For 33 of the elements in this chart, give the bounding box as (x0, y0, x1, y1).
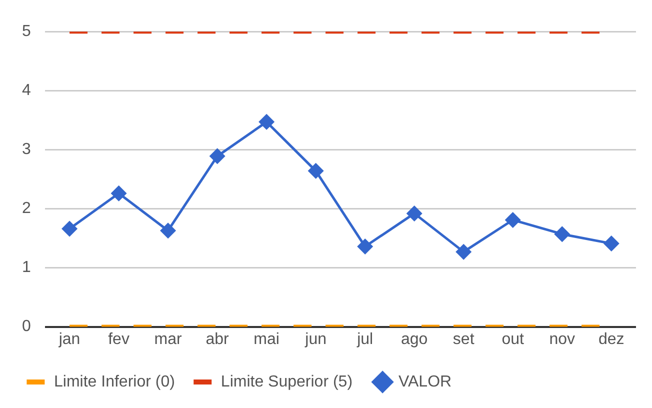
x-tick-label: ago (400, 330, 428, 348)
point (258, 114, 275, 130)
x-tick-label: mar (154, 330, 182, 348)
point (209, 148, 226, 164)
x-tick-label: dez (598, 330, 624, 348)
point (603, 236, 620, 252)
point (110, 185, 127, 202)
x-tick-label: nov (549, 330, 576, 348)
point (62, 220, 78, 237)
y-tick-label: 5 (22, 23, 31, 40)
x-tick-label: fev (108, 330, 130, 348)
point (406, 205, 422, 222)
x-tick-label: abr (206, 330, 230, 348)
x-tick-label: jun (304, 330, 326, 348)
y-tick-label: 4 (22, 82, 31, 100)
legend-label: VALOR (398, 373, 452, 390)
x-tick-label: out (502, 330, 525, 348)
point (504, 212, 521, 228)
point (554, 226, 570, 242)
point (308, 162, 324, 179)
point (357, 238, 374, 255)
x-tick-label: jul (356, 330, 374, 348)
x-tick-label: set (452, 330, 475, 348)
legend-label: Limite Superior (5) (220, 373, 353, 390)
point (456, 244, 472, 260)
point (160, 222, 176, 239)
y-tick-label: 3 (22, 141, 31, 158)
y-tick-label: 0 (22, 318, 31, 336)
x-tick-label: jan (58, 330, 80, 348)
y-tick-label: 1 (22, 259, 31, 276)
x-tick-label: mai (254, 330, 280, 348)
y-tick-label: 2 (22, 200, 31, 218)
legend-label: Limite Inferior (0) (54, 373, 175, 390)
